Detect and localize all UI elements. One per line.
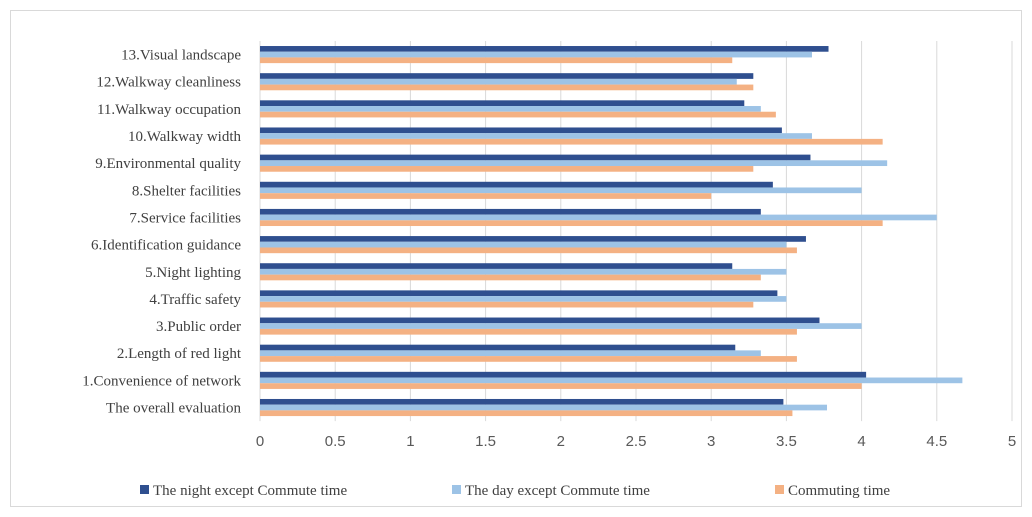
bar-2-3: [260, 106, 761, 112]
bar-3-9: [260, 274, 761, 281]
category-label: The overall evaluation: [106, 401, 241, 417]
legend-label: The night except Commute time: [153, 483, 347, 499]
bar-2-5: [260, 160, 888, 167]
category-label: 10.Walkway width: [128, 129, 241, 145]
bar-3-11: [260, 328, 797, 335]
category-label: 9.Environmental quality: [95, 156, 241, 172]
bar-3-14: [260, 410, 793, 417]
legend-swatch: [140, 485, 149, 494]
x-tick-label: 3.5: [776, 433, 797, 450]
category-label: 4.Traffic safety: [149, 292, 241, 308]
legend: The night except Commute time The day exc…: [140, 483, 890, 499]
bars: [260, 46, 963, 417]
bar-3-8: [260, 247, 797, 254]
legend-swatch: [775, 485, 784, 494]
legend-label: Commuting time: [788, 483, 890, 499]
x-tick-label: 4.5: [926, 433, 947, 450]
category-label: 8.Shelter facilities: [132, 183, 241, 199]
bar-3-4: [260, 138, 883, 145]
gridlines: [259, 41, 1013, 422]
bar-2-1: [260, 51, 812, 58]
x-tick-labels: 0 0.5 1 1.5 2 2.5 3 3.5 4 4.5 5: [256, 433, 1016, 450]
bar-1-13: [260, 371, 867, 378]
bar-3-10: [260, 301, 754, 308]
bar-1-2: [260, 73, 754, 79]
bar-1-11: [260, 317, 820, 324]
x-tick-label: 1: [406, 433, 414, 450]
bar-1-9: [260, 263, 733, 269]
x-tick-label: 2.5: [626, 433, 647, 450]
bar-1-3: [260, 100, 745, 107]
bar-1-14: [260, 398, 784, 405]
bar-1-4: [260, 127, 782, 134]
x-tick-label: 1.5: [475, 433, 496, 450]
bar-1-10: [260, 290, 778, 297]
bar-2-10: [260, 296, 787, 302]
category-label: 11.Walkway occupation: [97, 102, 242, 118]
category-label: 13.Visual landscape: [121, 48, 241, 64]
bar-1-7: [260, 208, 761, 215]
category-label: 1.Convenience of network: [82, 373, 241, 389]
bar-2-13: [260, 377, 963, 384]
bar-2-4: [260, 133, 812, 139]
bar-2-9: [260, 268, 787, 275]
bar-2-2: [260, 78, 737, 85]
x-tick-label: 2: [557, 433, 565, 450]
bar-1-5: [260, 154, 811, 161]
bar-3-7: [260, 220, 883, 227]
category-label: 2.Length of red light: [117, 346, 242, 362]
category-label: 7.Service facilities: [129, 210, 241, 226]
bar-3-13: [260, 383, 862, 389]
chart-frame: [10, 10, 1022, 507]
x-tick-label: 0: [256, 433, 264, 450]
category-label: 3.Public order: [156, 319, 241, 335]
x-tick-label: 3: [707, 433, 715, 450]
bar-3-2: [260, 84, 754, 91]
bar-2-14: [260, 404, 828, 411]
legend-label: The day except Commute time: [465, 483, 650, 499]
bar-1-1: [260, 46, 829, 52]
x-tick-label: 5: [1008, 433, 1016, 450]
bar-2-11: [260, 323, 862, 329]
bar-3-12: [260, 356, 797, 362]
bar-2-7: [260, 214, 937, 221]
bar-3-6: [260, 193, 712, 199]
bar-1-6: [260, 181, 773, 188]
bar-3-3: [260, 111, 776, 118]
legend-swatch: [452, 485, 461, 494]
bar-3-5: [260, 166, 754, 172]
category-labels: 13.Visual landscape 12.Walkway cleanlines…: [82, 48, 242, 417]
bar-2-8: [260, 241, 787, 248]
category-label: 6.Identification guidance: [91, 238, 241, 254]
bar-1-8: [260, 236, 806, 242]
category-label: 5.Night lighting: [145, 265, 241, 281]
x-tick-label: 0.5: [325, 433, 346, 450]
bar-2-6: [260, 187, 862, 194]
category-label: 12.Walkway cleanliness: [96, 75, 241, 91]
bar-3-1: [260, 57, 733, 64]
bar-2-12: [260, 350, 761, 357]
x-tick-label: 4: [857, 433, 865, 450]
bar-1-12: [260, 344, 736, 351]
